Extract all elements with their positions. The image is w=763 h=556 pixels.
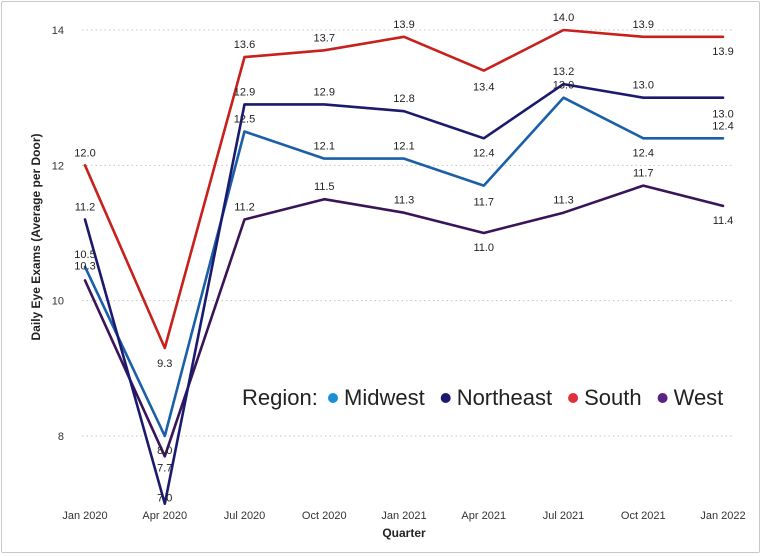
data-label-south: 13.4 [473,82,494,94]
data-label-west: 11.4 [713,215,734,227]
x-tick-label: Apr 2020 [142,510,187,522]
legend-label-northeast: Northeast [457,385,552,410]
x-tick-label: Jan 2022 [700,510,745,522]
series-line-northeast [83,82,725,506]
y-axis-title: Daily Eye Exams (Average per Door) [29,134,43,341]
data-label-northeast: 11.2 [75,201,96,213]
data-label-northeast: 13.2 [553,66,574,78]
series-line-west [83,184,725,458]
data-label-northeast: 7.0 [157,493,172,505]
x-tick-label: Apr 2021 [461,510,506,522]
data-label-midwest: 12.5 [234,114,255,126]
data-label-northeast: 13.0 [712,109,733,121]
data-label-northeast: 13.0 [633,80,654,92]
data-label-south: 12.0 [74,147,95,159]
x-tick-label: Oct 2020 [302,510,347,522]
data-label-west: 11.3 [553,195,574,207]
legend-marker-west [657,393,668,403]
data-label-northeast: 12.8 [393,93,414,105]
data-label-south: 13.7 [314,32,335,44]
x-tick-label: Jul 2020 [224,510,266,522]
data-label-south: 14.0 [553,12,574,24]
data-label-south: 9.3 [157,358,172,370]
x-tick-label: Jan 2021 [381,510,426,522]
data-label-midwest: 13.0 [553,80,574,92]
legend-label-south: South [584,385,642,410]
y-tick-label: 12 [52,160,64,172]
data-label-west: 11.0 [473,242,494,254]
data-label-northeast: 12.4 [473,147,494,159]
data-label-south: 13.9 [393,19,414,31]
y-tick-label: 14 [52,25,64,37]
series-line-midwest [83,96,725,438]
legend-marker-south [568,393,579,403]
legend-label-midwest: Midwest [344,385,425,410]
data-label-midwest: 12.4 [712,120,733,132]
data-label-midwest: 12.1 [314,141,335,153]
y-tick-label: 10 [52,296,64,308]
data-label-west: 11.3 [394,195,415,207]
data-label-south: 13.9 [712,46,733,58]
data-label-midwest: 10.5 [74,249,95,261]
x-tick-label: Jul 2021 [543,510,585,522]
x-tick-label: Jan 2020 [62,510,107,522]
legend-title: Region: [242,385,318,410]
legend-label-west: West [674,385,724,410]
data-label-midwest: 8.0 [157,445,172,457]
data-label-midwest: 12.1 [393,141,414,153]
x-tick-label: Oct 2021 [621,510,666,522]
data-label-south: 13.9 [633,19,654,31]
data-label-midwest: 12.4 [633,147,654,159]
legend-marker-northeast [440,393,451,403]
data-label-midwest: 11.7 [473,197,494,209]
data-label-west: 11.7 [633,168,654,180]
y-tick-label: 8 [58,431,64,443]
data-label-west: 10.3 [74,260,95,272]
legend-marker-midwest [328,393,338,403]
series-line-south [83,28,725,350]
x-axis-title: Quarter [382,526,426,540]
data-label-west: 7.7 [157,462,172,474]
data-label-south: 13.6 [234,39,255,51]
data-label-northeast: 12.9 [234,86,255,98]
data-label-west: 11.2 [234,201,255,213]
data-label-northeast: 12.9 [314,86,335,98]
data-label-west: 11.5 [314,181,335,193]
